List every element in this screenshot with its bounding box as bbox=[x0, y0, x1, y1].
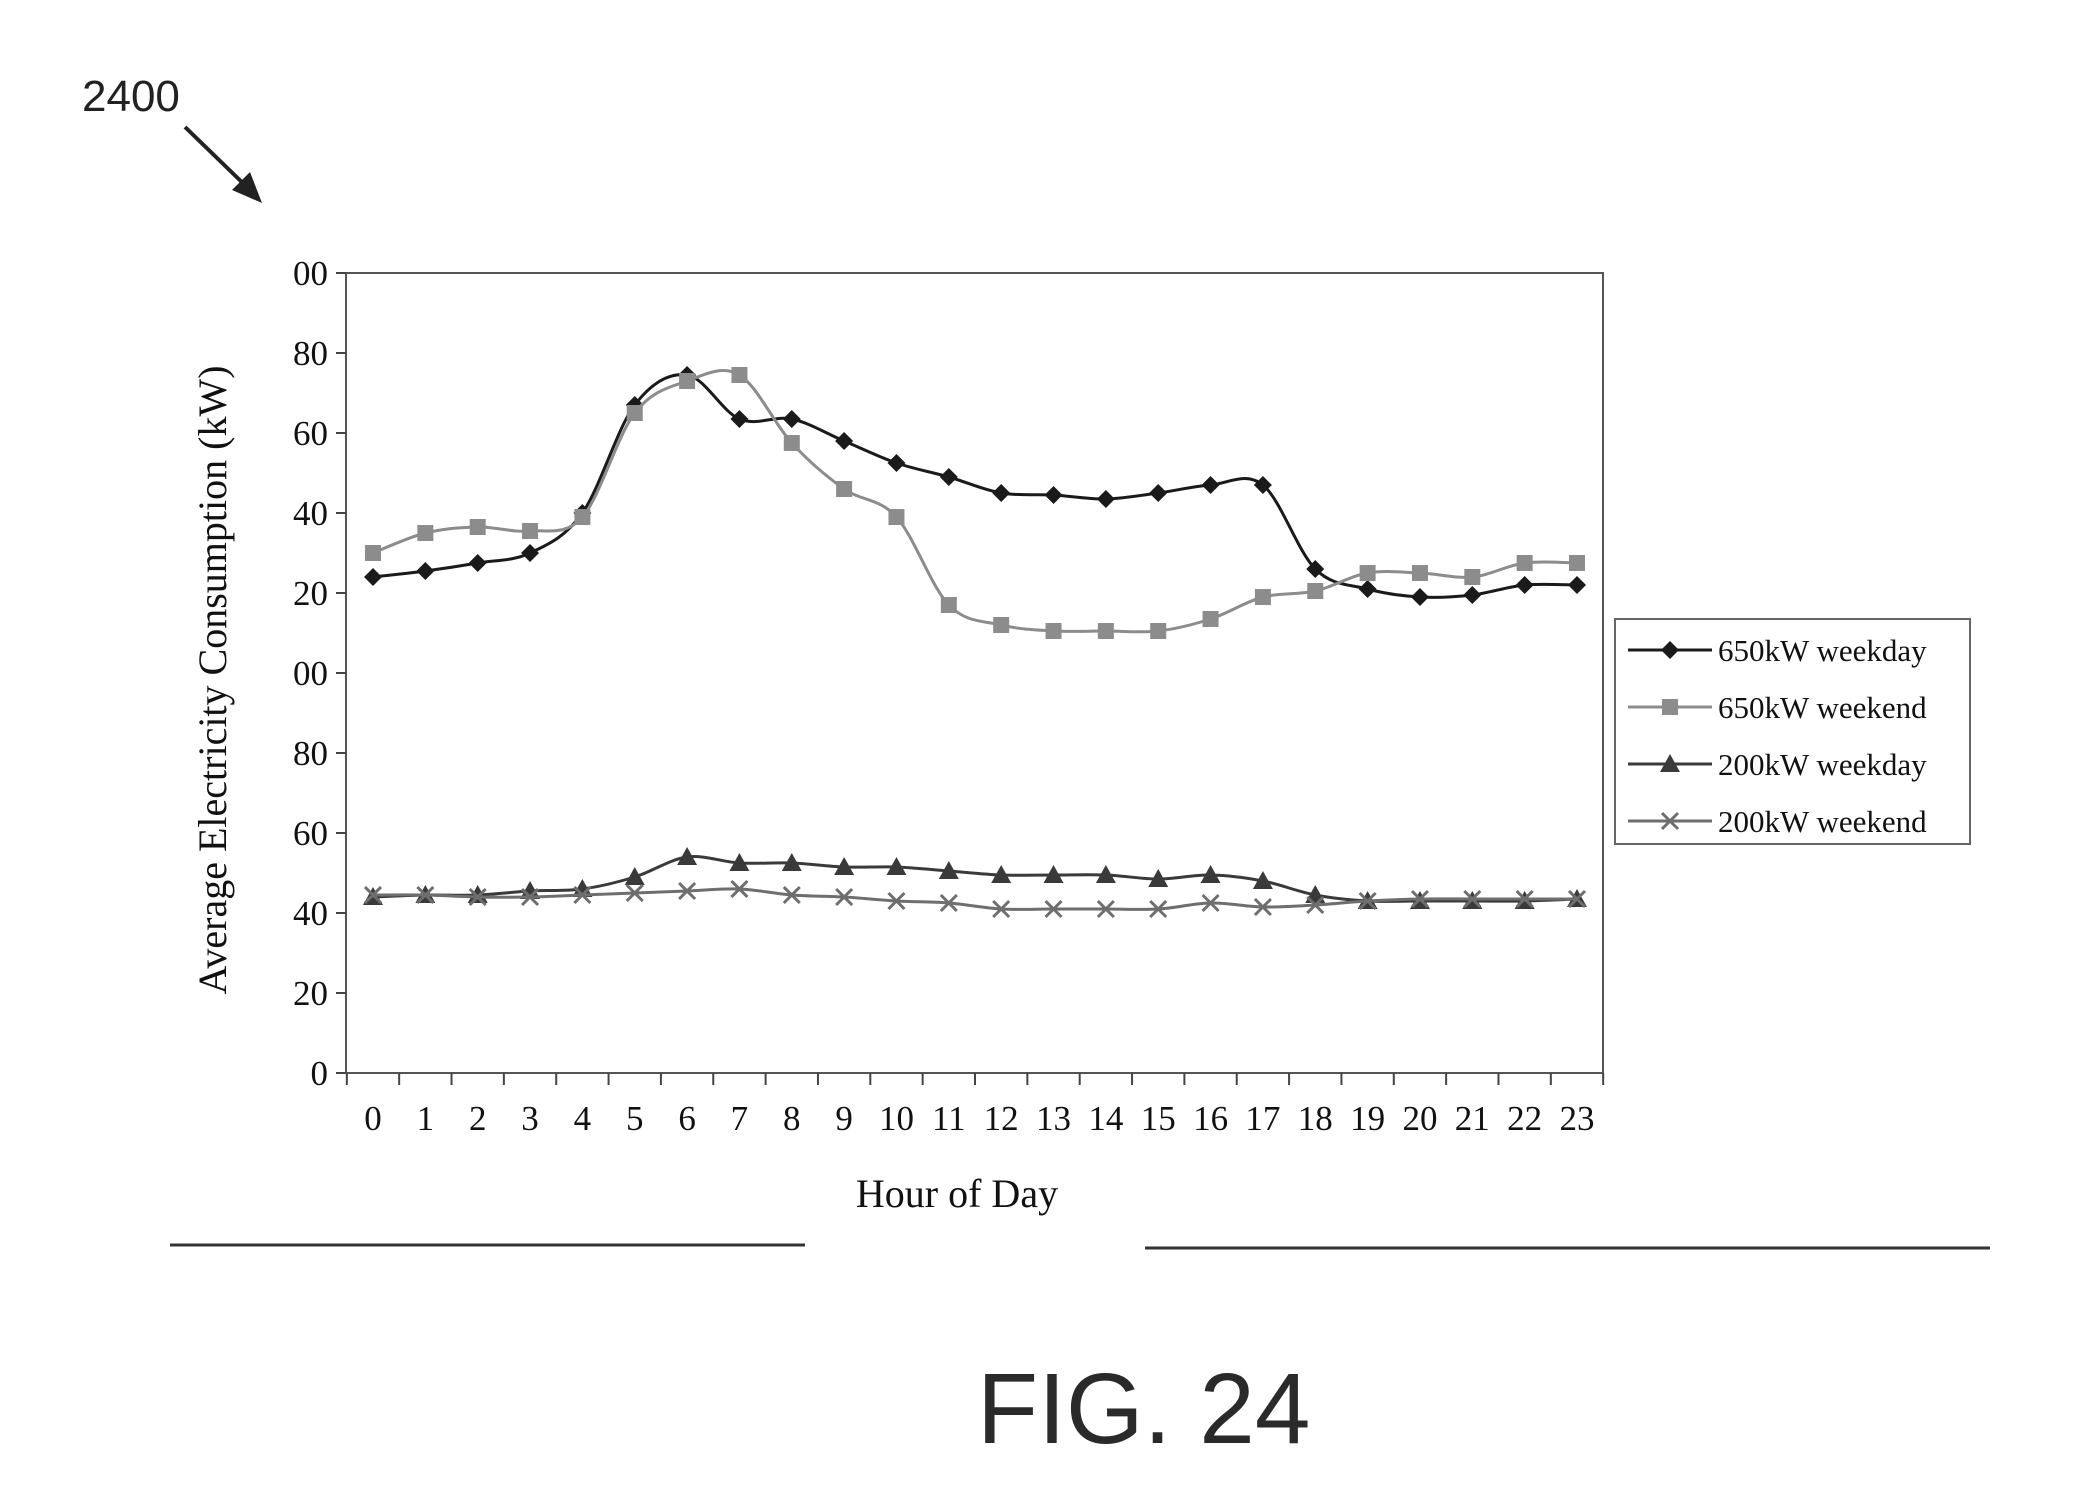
y-tick-label: 80 bbox=[293, 734, 328, 773]
x-tick-label: 13 bbox=[1036, 1099, 1071, 1138]
data-point bbox=[784, 435, 800, 451]
data-point bbox=[1202, 476, 1220, 494]
x-tick-label: 15 bbox=[1141, 1099, 1176, 1138]
y-tick-label: 40 bbox=[293, 894, 328, 933]
y-tick-label: 00 bbox=[293, 654, 328, 693]
x-tick-label: 9 bbox=[835, 1099, 853, 1138]
data-point bbox=[1516, 576, 1534, 594]
y-axis: 0 20 40 60 80 00 20 40 60 80 00 bbox=[293, 254, 346, 1093]
data-point bbox=[888, 509, 904, 525]
x-tick-label: 12 bbox=[984, 1099, 1019, 1138]
data-point bbox=[416, 562, 434, 580]
series-2 bbox=[365, 367, 1585, 639]
y-tick-label: 60 bbox=[293, 814, 328, 853]
y-tick-label: 20 bbox=[293, 574, 328, 613]
data-point bbox=[835, 432, 853, 450]
x-tick-label: 3 bbox=[521, 1099, 539, 1138]
series-line bbox=[373, 371, 1577, 632]
data-point bbox=[993, 617, 1009, 633]
x-tick-label: 4 bbox=[574, 1099, 592, 1138]
x-tick-label: 0 bbox=[364, 1099, 382, 1138]
legend-label: 200kW weekend bbox=[1718, 804, 1927, 839]
data-point bbox=[1046, 623, 1062, 639]
x-tick-label: 7 bbox=[731, 1099, 749, 1138]
legend-label: 200kW weekday bbox=[1718, 747, 1927, 782]
x-tick-label: 17 bbox=[1245, 1099, 1280, 1138]
data-point bbox=[365, 545, 381, 561]
data-point bbox=[1568, 576, 1586, 594]
data-point bbox=[1464, 569, 1480, 585]
y-tick-label: 20 bbox=[293, 974, 328, 1013]
x-tick-label: 22 bbox=[1507, 1099, 1542, 1138]
data-point bbox=[417, 525, 433, 541]
data-point bbox=[887, 454, 905, 472]
data-point bbox=[1359, 580, 1377, 598]
data-point bbox=[679, 373, 695, 389]
data-point bbox=[470, 519, 486, 535]
x-tick-label: 19 bbox=[1350, 1099, 1385, 1138]
legend-label: 650kW weekend bbox=[1718, 690, 1927, 725]
x-tick-label: 16 bbox=[1193, 1099, 1228, 1138]
figure-caption: FIG. 24 bbox=[0, 1352, 2075, 1467]
x-tick-label: 11 bbox=[932, 1099, 966, 1138]
x-tick-label: 2 bbox=[469, 1099, 487, 1138]
data-point bbox=[1203, 611, 1219, 627]
x-tick-label: 6 bbox=[678, 1099, 696, 1138]
y-tick-label: 00 bbox=[293, 254, 328, 293]
y-axis-title: Average Electricity Consumption (kW) bbox=[190, 365, 235, 994]
y-tick-label: 60 bbox=[293, 414, 328, 453]
data-point bbox=[364, 568, 382, 586]
plot-area-frame bbox=[346, 273, 1603, 1073]
x-axis: 01234567891011121314151617181920212223 bbox=[347, 1073, 1603, 1138]
y-tick-label: 80 bbox=[293, 334, 328, 373]
y-tick-label: 40 bbox=[293, 494, 328, 533]
data-point bbox=[1098, 623, 1114, 639]
series-line bbox=[373, 375, 1577, 598]
data-point bbox=[1569, 555, 1585, 571]
data-point bbox=[627, 405, 643, 421]
data-point bbox=[1307, 583, 1323, 599]
data-point bbox=[1149, 484, 1167, 502]
data-point bbox=[730, 410, 748, 428]
data-point bbox=[731, 367, 747, 383]
y-tick-label: 0 bbox=[311, 1054, 329, 1093]
data-point bbox=[574, 509, 590, 525]
series-4 bbox=[365, 881, 1585, 917]
legend: 650kW weekday 650kW weekend 200kW weekday 2… bbox=[1615, 619, 1970, 844]
x-tick-label: 14 bbox=[1088, 1099, 1123, 1138]
legend-label: 650kW weekday bbox=[1718, 633, 1927, 668]
legend-marker bbox=[1662, 699, 1678, 715]
data-point bbox=[836, 481, 852, 497]
x-tick-label: 5 bbox=[626, 1099, 644, 1138]
x-tick-label: 20 bbox=[1402, 1099, 1437, 1138]
data-point bbox=[941, 597, 957, 613]
series-line bbox=[373, 857, 1577, 902]
data-point bbox=[469, 554, 487, 572]
data-point bbox=[940, 468, 958, 486]
x-axis-title: Hour of Day bbox=[856, 1171, 1058, 1216]
data-point bbox=[1097, 490, 1115, 508]
data-point bbox=[1360, 565, 1376, 581]
data-point bbox=[1517, 555, 1533, 571]
data-point bbox=[1150, 623, 1166, 639]
x-tick-label: 18 bbox=[1298, 1099, 1333, 1138]
data-point bbox=[521, 544, 539, 562]
data-point bbox=[783, 410, 801, 428]
data-point bbox=[1463, 586, 1481, 604]
data-point bbox=[1411, 588, 1429, 606]
data-point bbox=[992, 484, 1010, 502]
x-tick-label: 23 bbox=[1560, 1099, 1595, 1138]
x-tick-label: 21 bbox=[1455, 1099, 1490, 1138]
x-tick-label: 8 bbox=[783, 1099, 801, 1138]
data-point bbox=[1255, 589, 1271, 605]
series-1 bbox=[364, 366, 1586, 606]
x-tick-label: 1 bbox=[417, 1099, 435, 1138]
data-point bbox=[1412, 565, 1428, 581]
data-point bbox=[522, 523, 538, 539]
series-layer bbox=[363, 366, 1587, 917]
data-point bbox=[1045, 486, 1063, 504]
x-tick-label: 10 bbox=[879, 1099, 914, 1138]
